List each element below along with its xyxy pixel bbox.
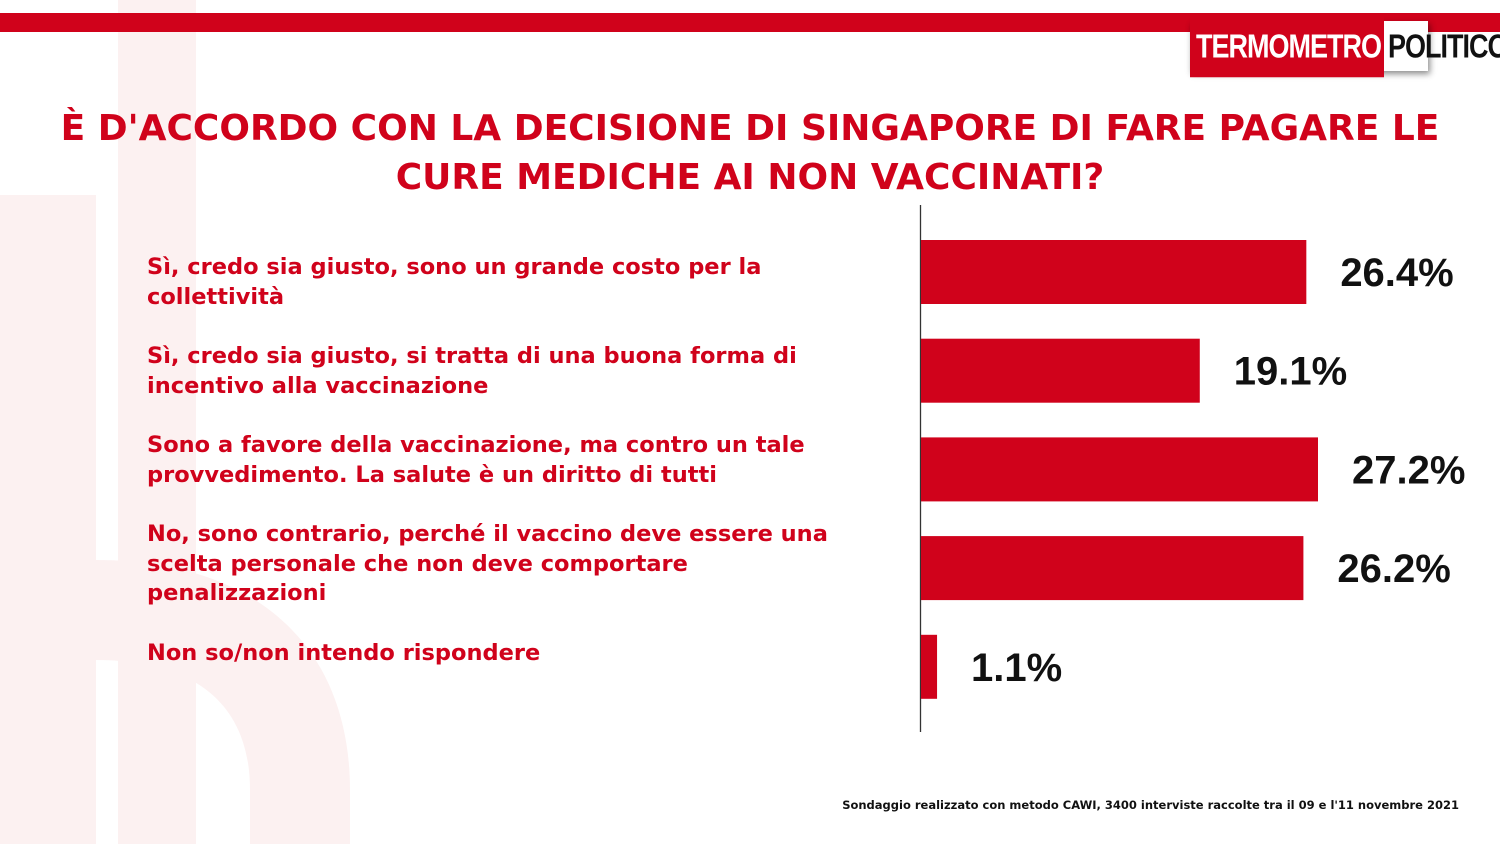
- bar-1: [921, 240, 1307, 304]
- logo-word-politico: POLITICO: [1388, 26, 1500, 65]
- chart-title: È D'ACCORDO CON LA DECISIONE DI SINGAPOR…: [60, 108, 1440, 198]
- value-label-3: 27.2%: [1352, 448, 1465, 492]
- bar-5: [921, 634, 938, 699]
- logo-word-termometro: TERMOMETRO: [1190, 14, 1384, 78]
- category-label-2: Sì, credo sia giusto, si tratta di una b…: [147, 343, 797, 399]
- value-label-5: 1.1%: [971, 646, 1062, 690]
- category-label-5: Non so/non intendo rispondere: [147, 640, 541, 666]
- value-label-2: 19.1%: [1234, 350, 1347, 394]
- category-label-3: Sono a favore della vaccinazione, ma con…: [147, 432, 805, 488]
- top-accent-bar: [0, 13, 1500, 32]
- category-label-4: No, sono contrario, perché il vaccino de…: [147, 521, 828, 606]
- footnote: Sondaggio realizzato con metodo CAWI, 34…: [842, 798, 1459, 812]
- bar-3: [921, 437, 1318, 502]
- value-label-4: 26.2%: [1337, 547, 1450, 591]
- category-label-1: Sì, credo sia giusto, sono un grande cos…: [147, 254, 762, 310]
- termometro-politico-logo: TERMOMETRO POLITICO: [1190, 14, 1500, 78]
- bar-4: [921, 536, 1304, 601]
- bars-group: 26.4% 19.1% 27.2% 26.2% 1.1%: [921, 240, 1465, 699]
- value-label-1: 26.4%: [1340, 251, 1453, 295]
- bar-2: [921, 338, 1200, 403]
